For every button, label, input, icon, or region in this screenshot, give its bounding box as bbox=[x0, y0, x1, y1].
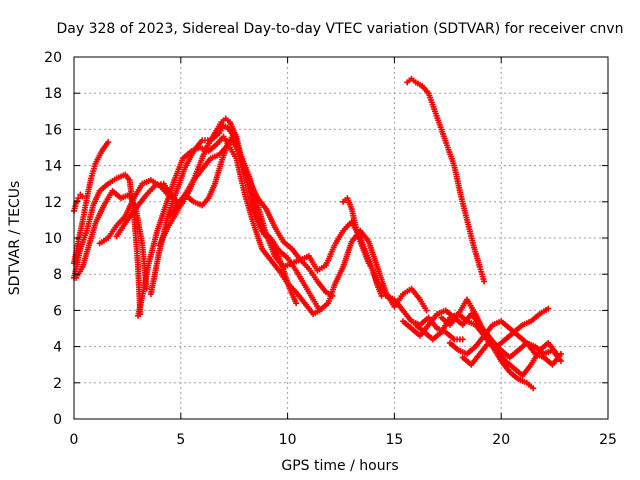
data-point bbox=[105, 139, 112, 146]
data-point bbox=[545, 305, 552, 312]
data-point bbox=[553, 350, 560, 357]
series-11 bbox=[340, 195, 385, 299]
x-tick-label: 25 bbox=[599, 432, 617, 448]
y-tick-label: 10 bbox=[44, 231, 62, 247]
y-tick-label: 14 bbox=[44, 159, 62, 175]
data-point bbox=[558, 358, 565, 365]
data-point bbox=[423, 307, 430, 314]
data-markers bbox=[71, 75, 565, 392]
y-tick-label: 20 bbox=[44, 50, 62, 66]
x-axis-label: GPS time / hours bbox=[281, 458, 398, 474]
y-tick-label: 2 bbox=[53, 376, 62, 392]
x-tick-label: 20 bbox=[492, 432, 510, 448]
chart-title: Day 328 of 2023, Sidereal Day-to-day VTE… bbox=[57, 21, 624, 37]
y-tick-label: 6 bbox=[53, 303, 62, 319]
data-point bbox=[79, 193, 86, 200]
y-tick-label: 18 bbox=[44, 86, 62, 102]
data-point bbox=[530, 385, 537, 392]
data-point bbox=[378, 292, 385, 299]
y-tick-label: 0 bbox=[53, 412, 62, 428]
y-tick-label: 12 bbox=[44, 195, 62, 211]
y-tick-label: 4 bbox=[53, 340, 62, 356]
data-point bbox=[75, 195, 82, 202]
x-tick-label: 10 bbox=[279, 432, 297, 448]
y-tick-label: 16 bbox=[44, 122, 62, 138]
series-17 bbox=[459, 339, 560, 379]
x-tick-label: 5 bbox=[176, 432, 185, 448]
series-10 bbox=[167, 130, 336, 299]
series-16 bbox=[446, 318, 565, 365]
series-12 bbox=[404, 75, 488, 285]
data-point bbox=[329, 292, 336, 299]
y-axis-label: SDTVAR / TECUs bbox=[7, 181, 23, 296]
data-point bbox=[481, 278, 488, 285]
axis-ticks: 0 5 10 15 20 25 0 2 4 6 8 10 12 14 16 18 20 bbox=[44, 50, 617, 448]
data-point bbox=[459, 336, 466, 343]
data-point bbox=[293, 300, 300, 307]
x-tick-label: 0 bbox=[70, 432, 79, 448]
x-tick-label: 15 bbox=[385, 432, 403, 448]
y-tick-label: 8 bbox=[53, 267, 62, 283]
series-8 bbox=[135, 133, 430, 319]
